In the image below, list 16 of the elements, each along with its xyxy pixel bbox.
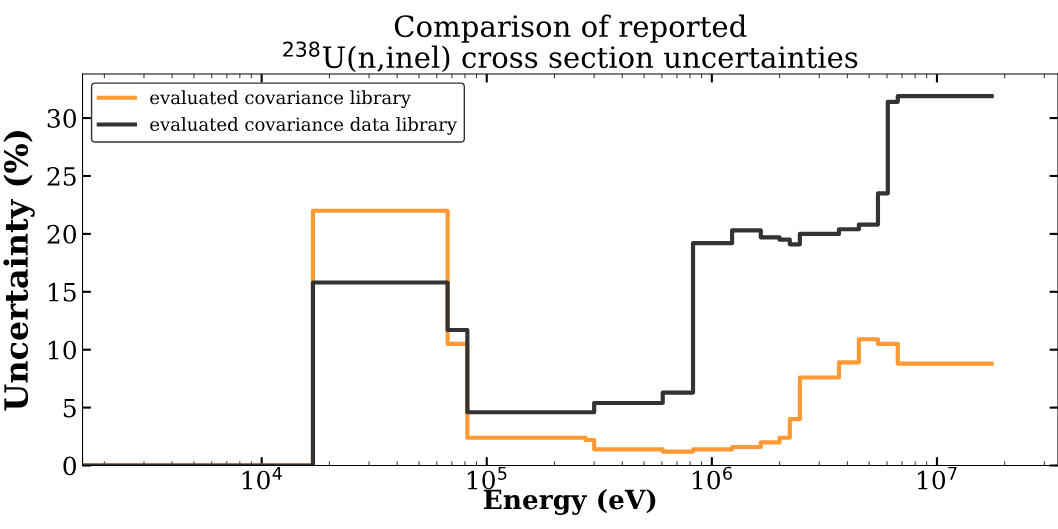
chart-title: Comparison of reported $^{238}$U(n,inel) cross section uncertainties (283, 14, 858, 73)
legend-label: evaluated covariance data library (150, 117, 458, 135)
y-tick-label: 30 (47, 109, 76, 128)
x-tick-label: 10$^{4}$ (242, 466, 282, 490)
y-tick-label: 25 (47, 166, 76, 186)
y-tick-label: 20 (47, 224, 76, 244)
x-tick-label: 10$^{6}$ (692, 466, 732, 490)
y-tick-label: 0 (63, 456, 76, 476)
y-tick-label: 10 (48, 340, 76, 360)
y-tick-label: 15 (48, 282, 76, 302)
x-tick-label: 10$^{5}$ (467, 466, 507, 490)
y-tick-label: 5 (63, 398, 76, 418)
y-axis-title: Uncertainty (%) (3, 131, 35, 411)
x-tick-label: 10$^{7}$ (917, 466, 957, 490)
x-axis-title: Energy (eV) (483, 489, 656, 515)
legend-label: evaluated covariance library (150, 90, 411, 109)
